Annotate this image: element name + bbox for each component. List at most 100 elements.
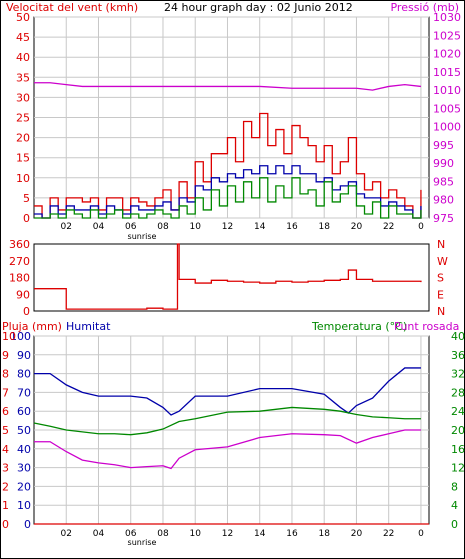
series-line-pressure [34, 82, 422, 91]
time-tick-label: 18 [318, 529, 330, 539]
rain-tick-label: 9 [2, 349, 9, 362]
wind-direction-series [34, 243, 422, 310]
temperature-tick-label: 28 [451, 386, 465, 399]
wind-direction-plot-area [33, 243, 430, 312]
rain-temp-panel: 0102030405060708090100012345678910048121… [2, 320, 465, 547]
pressure-tick-label: 980 [433, 194, 454, 207]
wind-pressure-series [34, 82, 422, 219]
time-tick-label: 14 [254, 222, 266, 232]
pressure-tick-label: 1025 [433, 29, 461, 42]
wind-tick-label: 25 [16, 112, 30, 125]
wind-tick-label: 20 [16, 132, 30, 145]
direction-tick-label: 0 [23, 305, 30, 318]
time-tick-label: 14 [254, 529, 266, 539]
pressure-tick-label: 990 [433, 157, 454, 170]
series-line-temperatura [33, 406, 421, 436]
direction-tick-label: 270 [9, 255, 30, 268]
series-line-wind-direction [34, 243, 422, 310]
humidity-tick-label: 10 [17, 499, 31, 512]
wind-axis-title: Velocitat del vent (kmh) [6, 1, 138, 14]
rain-tick-label: 8 [2, 368, 9, 381]
humidity-tick-label: 0 [24, 518, 31, 531]
compass-label: E [437, 288, 444, 301]
rain-tick-label: 7 [2, 386, 9, 399]
wind-tick-label: 50 [16, 11, 30, 24]
direction-tick-label: 360 [9, 238, 30, 251]
wind-tick-label: 10 [16, 172, 30, 185]
time-tick-label: 02 [61, 222, 72, 232]
rain-tick-label: 6 [2, 405, 9, 418]
time-tick-label: 02 [61, 529, 72, 539]
wind-tick-label: 0 [23, 212, 30, 225]
rain-tick-label: 10 [2, 330, 16, 343]
humidity-tick-label: 80 [17, 368, 31, 381]
direction-tick-label: 90 [16, 288, 30, 301]
time-tick-label: 10 [189, 529, 201, 539]
humidity-tick-label: 50 [17, 424, 31, 437]
time-tick-label: 16 [286, 222, 298, 232]
rain-tick-label: 0 [2, 518, 9, 531]
compass-label: W [437, 255, 448, 268]
humidity-tick-label: 60 [17, 405, 31, 418]
time-tick-label: 0 [418, 529, 424, 539]
temperature-tick-label: 36 [451, 349, 465, 362]
rain-tick-label: 1 [2, 499, 9, 512]
compass-label: N [437, 305, 445, 318]
compass-label: N [437, 238, 445, 251]
time-tick-label: 06 [125, 529, 137, 539]
pressure-tick-label: 1030 [433, 11, 461, 24]
pressure-tick-label: 1000 [433, 121, 461, 134]
time-tick-label: 08 [157, 529, 169, 539]
temperature-tick-label: 24 [451, 405, 465, 418]
pressure-tick-label: 1010 [433, 84, 461, 97]
series-line-gust [34, 112, 422, 219]
rain-temp-series [33, 367, 429, 525]
wind-tick-label: 40 [16, 51, 30, 64]
rain-tick-label: 2 [2, 480, 9, 493]
series-line-humitat [34, 367, 421, 416]
time-tick-label: 08 [157, 222, 169, 232]
pressure-tick-label: 1015 [433, 66, 461, 79]
rain-tick-label: 4 [2, 443, 9, 456]
series-line-punt-rosada [34, 429, 421, 470]
rain-axis-title: Pluja (mm) [2, 320, 62, 333]
time-tick-label: 22 [383, 529, 394, 539]
sunrise-label: sunrise [128, 538, 157, 547]
rain-temp-ticks: 0102030405060708090100012345678910048121… [2, 330, 465, 547]
time-tick-label: 12 [222, 222, 233, 232]
time-tick-label: 20 [351, 529, 363, 539]
time-tick-label: 0 [418, 222, 424, 232]
time-tick-label: 06 [125, 222, 137, 232]
sunrise-label: sunrise [128, 232, 157, 241]
pressure-tick-label: 995 [433, 139, 454, 152]
wind-tick-label: 15 [16, 152, 30, 165]
time-tick-label: 10 [189, 222, 201, 232]
rain-tick-label: 5 [2, 424, 9, 437]
time-tick-label: 16 [286, 529, 298, 539]
humidity-tick-label: 70 [17, 386, 31, 399]
humidity-axis-title: Humitat [66, 320, 111, 333]
temperature-tick-label: 12 [451, 462, 465, 475]
humidity-tick-label: 90 [17, 349, 31, 362]
wind-tick-label: 5 [23, 192, 30, 205]
time-tick-label: 04 [93, 529, 105, 539]
temperature-tick-label: 8 [451, 480, 458, 493]
humidity-tick-label: 100 [10, 330, 31, 343]
time-tick-label: 12 [222, 529, 233, 539]
chart-title: 24 hour graph day : 02 Junio 2012 [164, 1, 353, 14]
pressure-tick-label: 1020 [433, 48, 461, 61]
temperature-tick-label: 4 [451, 499, 458, 512]
humidity-tick-label: 20 [17, 480, 31, 493]
temperature-tick-label: 0 [451, 518, 458, 531]
time-tick-label: 20 [351, 222, 363, 232]
dewpoint-axis-title: Punt rosada [394, 320, 459, 333]
time-tick-label: 22 [383, 222, 394, 232]
wind-tick-label: 30 [16, 91, 30, 104]
time-tick-label: 18 [318, 222, 330, 232]
temperature-tick-label: 40 [451, 330, 465, 343]
time-tick-label: 04 [93, 222, 105, 232]
